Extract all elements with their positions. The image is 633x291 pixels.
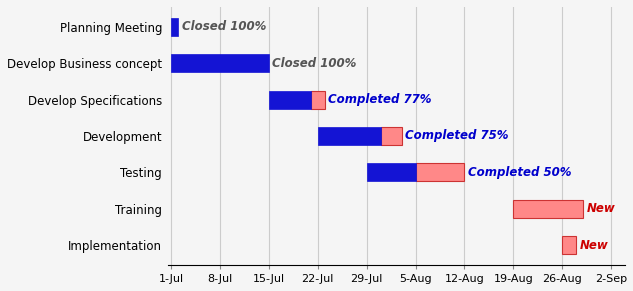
- Text: Completed 75%: Completed 75%: [405, 129, 508, 143]
- Text: Closed 100%: Closed 100%: [182, 20, 266, 33]
- Bar: [171, 54, 269, 72]
- Text: Closed 100%: Closed 100%: [272, 57, 357, 70]
- Bar: [380, 127, 401, 145]
- Text: New: New: [587, 202, 615, 215]
- Bar: [513, 200, 583, 218]
- Bar: [562, 236, 576, 254]
- Text: Completed 77%: Completed 77%: [329, 93, 432, 106]
- Bar: [415, 163, 465, 181]
- Bar: [171, 18, 178, 36]
- Bar: [318, 127, 380, 145]
- Text: Completed 50%: Completed 50%: [468, 166, 572, 179]
- Bar: [269, 91, 311, 109]
- Text: New: New: [580, 239, 608, 251]
- Bar: [311, 91, 325, 109]
- Bar: [367, 163, 415, 181]
